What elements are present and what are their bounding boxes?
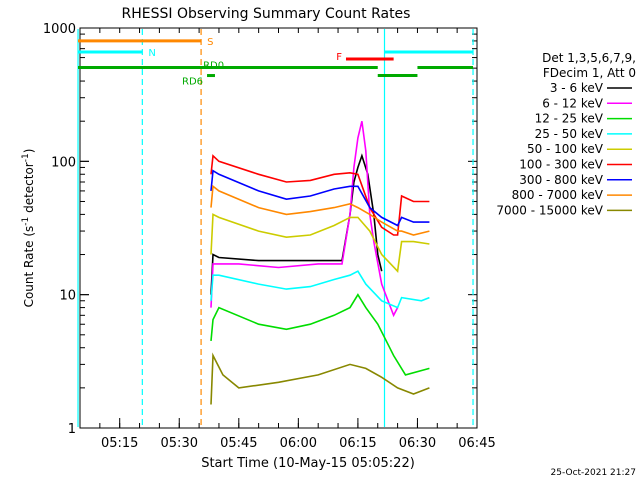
series-line bbox=[210, 270, 430, 309]
y-axis-label-sup1: -1 bbox=[21, 217, 31, 226]
series-line bbox=[210, 293, 430, 376]
y-axis-label-part3: ) bbox=[22, 149, 36, 154]
flag-label: F bbox=[336, 52, 342, 63]
y-axis-label-sup2: -1 bbox=[21, 153, 31, 162]
y-tick-label: 1000 bbox=[43, 22, 76, 37]
plot-area: 1 10 100 1000 05:15 05:30 05:45 06:00 06:15 06:30… bbox=[43, 22, 496, 451]
legend-label: 7000 - 15000 keV bbox=[496, 203, 603, 217]
legend-header-1: Det 1,3,5,6,7,9, bbox=[542, 51, 636, 65]
plot-frame bbox=[79, 27, 478, 429]
x-tick-label: 06:30 bbox=[399, 436, 436, 451]
x-tick-label: 06:00 bbox=[280, 436, 317, 451]
y-axis-label-part2: detector bbox=[22, 162, 36, 217]
legend-label: 100 - 300 keV bbox=[519, 158, 603, 172]
legend-label: 3 - 6 keV bbox=[550, 81, 604, 95]
y-tick-label: 1 bbox=[68, 422, 76, 437]
series-line bbox=[210, 169, 430, 227]
legend-header-2: FDecim 1, Att 0 bbox=[543, 66, 636, 80]
x-tick-label: 06:15 bbox=[339, 436, 376, 451]
chart-title: RHESSI Observing Summary Count Rates bbox=[122, 6, 411, 22]
series-line bbox=[210, 154, 430, 236]
x-tick-label: 05:15 bbox=[101, 436, 138, 451]
series-line bbox=[210, 121, 399, 318]
x-tick-label: 05:45 bbox=[220, 436, 257, 451]
series-line bbox=[210, 184, 430, 236]
legend-label: 300 - 800 keV bbox=[519, 173, 603, 187]
legend-label: 50 - 100 keV bbox=[527, 142, 604, 156]
x-axis-label: Start Time (10-May-15 05:05:22) bbox=[201, 456, 415, 471]
flag-label: N bbox=[148, 48, 155, 59]
legend-label: 25 - 50 keV bbox=[535, 127, 604, 141]
series-line bbox=[210, 153, 383, 295]
flag-label: RD6 bbox=[182, 77, 203, 88]
legend-label: 6 - 12 keV bbox=[542, 96, 604, 110]
y-axis-label: Count Rate (s-1 detector-1) bbox=[21, 149, 36, 308]
flag-label: RD0 bbox=[203, 61, 224, 72]
flag-label: S bbox=[207, 37, 213, 48]
legend-label: 12 - 25 keV bbox=[535, 112, 604, 126]
footer-timestamp: 25-Oct-2021 21:27 bbox=[551, 468, 636, 478]
x-tick-label: 06:45 bbox=[458, 436, 495, 451]
series-line bbox=[210, 352, 430, 405]
series-line bbox=[210, 213, 430, 273]
y-tick-label: 10 bbox=[59, 289, 76, 304]
x-tick-label: 05:30 bbox=[161, 436, 198, 451]
y-tick-label: 100 bbox=[51, 155, 76, 170]
y-axis-label-part1: Count Rate (s bbox=[22, 226, 36, 308]
legend: Det 1,3,5,6,7,9, FDecim 1, Att 0 3 - 6 k… bbox=[496, 51, 636, 217]
legend-label: 800 - 7000 keV bbox=[512, 188, 604, 202]
